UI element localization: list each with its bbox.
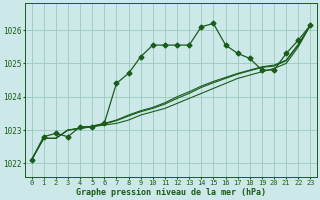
X-axis label: Graphe pression niveau de la mer (hPa): Graphe pression niveau de la mer (hPa) bbox=[76, 188, 266, 197]
